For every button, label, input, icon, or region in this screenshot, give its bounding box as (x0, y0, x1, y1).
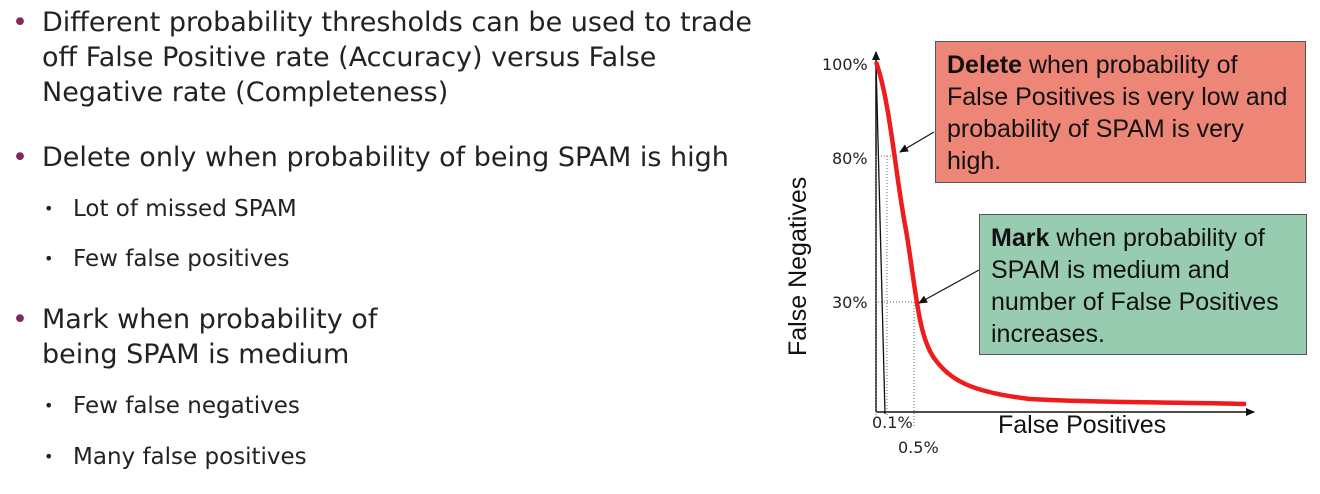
callout-delete-arrow (899, 131, 935, 153)
sub-bullet-dot: • (44, 199, 54, 218)
sub-bullet: • Lot of missed SPAM (44, 194, 297, 224)
x-axis-title: False Positives (998, 411, 1167, 439)
tradeoff-curve (873, 61, 1247, 407)
sub-bullet-text: Few false negatives (73, 393, 300, 419)
sub-bullet-dot: • (44, 396, 54, 415)
bullet-dot: • (12, 142, 28, 173)
callout-mark-text: when probability of SPAM is medium and n… (991, 224, 1279, 348)
bullet-mark: • Mark when probability of being SPAM is… (12, 302, 378, 372)
callout-delete-text: when probability of False Positives is v… (947, 51, 1288, 175)
y-tick-label: 80% (832, 149, 868, 168)
callout-mark-arrow (918, 269, 980, 304)
callout-mark: Mark when probability of SPAM is medium … (979, 214, 1307, 355)
bullet-text-line: Negative rate (Completeness) (42, 77, 449, 108)
threshold-line (875, 61, 886, 415)
sub-bullet: • Many false positives (44, 442, 307, 472)
bullet-dot: • (12, 7, 28, 38)
y-axis-title: False Negatives (784, 176, 812, 356)
x-tick-label: 0.5% (898, 438, 939, 457)
sub-bullet-text: Few false positives (73, 246, 290, 272)
bullet-delete: • Delete only when probability of being … (12, 140, 729, 175)
sub-bullet: • Few false negatives (44, 391, 300, 421)
sub-bullet-dot: • (44, 249, 54, 268)
bullet-text-line: off False Positive rate (Accuracy) versu… (42, 42, 657, 73)
bullet-dot: • (12, 304, 28, 335)
y-tick-label: 30% (832, 293, 868, 312)
bullet-thresholds: • Different probability thresholds can b… (12, 5, 752, 110)
sub-bullet-text: Lot of missed SPAM (73, 196, 297, 222)
y-tick-label: 100% (822, 55, 868, 74)
bullet-text-line: Different probability thresholds can be … (42, 7, 752, 38)
x-tick-label: 0.1% (872, 413, 913, 432)
callout-delete-keyword: Delete (947, 51, 1023, 79)
bullet-text-line: being SPAM is medium (42, 339, 350, 370)
sub-bullet-text: Many false positives (73, 444, 307, 470)
sub-bullet: • Few false positives (44, 244, 290, 274)
chart-svg (872, 51, 1255, 426)
callout-mark-keyword: Mark (991, 224, 1050, 252)
roc-chart: 100% 80% 30% 0.1% 0.5% False Positives F… (780, 30, 1320, 494)
bullet-text: Delete only when probability of being SP… (42, 142, 729, 173)
bullet-text-line: Mark when probability of (42, 304, 378, 335)
callout-delete: Delete when probability of False Positiv… (935, 41, 1306, 183)
sub-bullet-dot: • (44, 447, 54, 466)
